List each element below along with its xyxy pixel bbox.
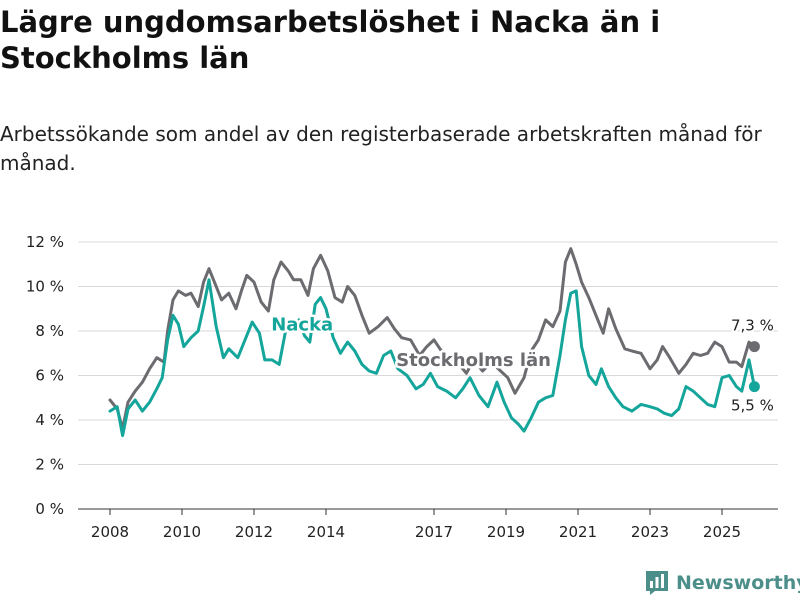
y-tick-label: 8 % — [35, 322, 64, 340]
chart-title: Lägre ungdomsarbetslöshet i Nacka än i S… — [0, 5, 661, 75]
y-tick-label: 10 % — [26, 278, 64, 296]
series-line-stockholms-l-n — [108, 247, 756, 431]
x-tick-label: 2012 — [235, 523, 273, 541]
y-tick-label: 4 % — [35, 411, 64, 429]
series-labels: Stockholms län Nacka 7,3 % 5,5 % — [269, 312, 776, 417]
x-tick-label: 2008 — [91, 523, 129, 541]
y-tick-label: 2 % — [35, 456, 64, 474]
x-tick-label: 2021 — [559, 523, 597, 541]
newsworthy-logo[interactable]: Newsworthy — [645, 569, 800, 597]
series-label-nacka: Nacka — [271, 314, 333, 335]
end-label-nacka: 5,5 % — [731, 397, 774, 415]
bar-chart-icon — [646, 571, 668, 595]
end-label-stockholms-l-n: 7,3 % — [731, 317, 774, 335]
x-tick-label: 2025 — [703, 523, 741, 541]
x-tick-label: 2019 — [487, 523, 525, 541]
gridlines — [78, 241, 778, 465]
x-tick-label: 2023 — [631, 523, 669, 541]
x-tick-label: 2010 — [163, 523, 201, 541]
y-tick-label: 0 % — [35, 500, 64, 518]
chart-subtitle: Arbetssökande som andel av den registerb… — [0, 122, 762, 175]
y-tick-label: 12 % — [26, 233, 64, 251]
end-point-stockholms-l-n — [748, 341, 760, 353]
brand-name: Newsworthy — [676, 572, 800, 594]
y-tick-label: 6 % — [35, 367, 64, 385]
end-point-nacka — [748, 381, 760, 393]
series-label-stockholms-l-n: Stockholms län — [396, 350, 551, 371]
x-tick-label: 2014 — [307, 523, 345, 541]
series-line-nacka — [108, 278, 756, 438]
series-lines — [108, 247, 760, 438]
x-axis: 2008 2010 2012 2014 2017 2019 2021 2023 2025 — [78, 508, 778, 541]
y-axis-tick-labels: 0 % 2 % 4 % 6 % 8 % 10 % 12 % — [26, 233, 64, 518]
x-tick-label: 2017 — [415, 523, 453, 541]
